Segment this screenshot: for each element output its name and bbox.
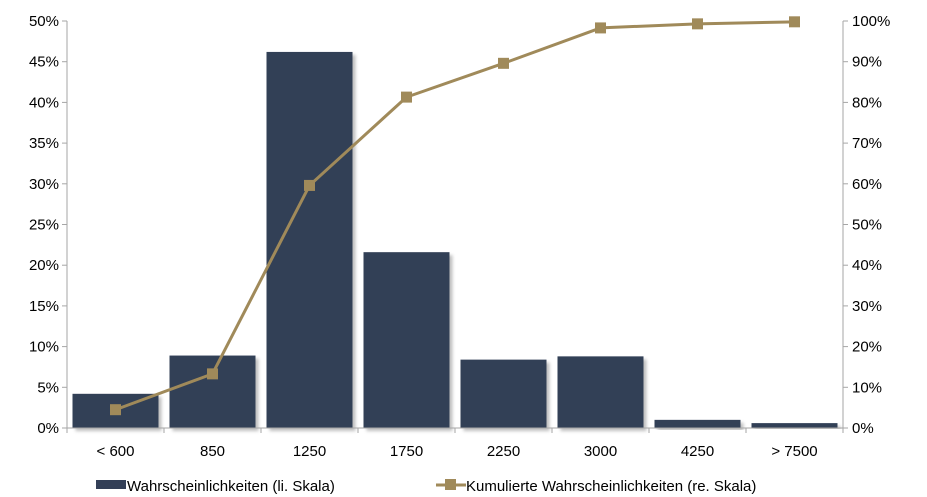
legend-line-label: Kumulierte Wahrscheinlichkeiten (re. Ska…	[466, 478, 756, 495]
line-marker	[207, 368, 218, 380]
right-tick-label: 100%	[852, 13, 890, 30]
right-tick-label: 0%	[852, 420, 874, 437]
line-marker	[498, 57, 509, 69]
bar-series	[72, 51, 838, 428]
line-marker	[304, 179, 315, 191]
right-tick-label: 70%	[852, 135, 882, 152]
legend: Wahrscheinlichkeiten (li. Skala) Kumulie…	[96, 478, 756, 495]
left-tick-label: 5%	[37, 379, 59, 396]
legend-line-marker	[445, 479, 456, 490]
right-tick-label: 30%	[852, 298, 882, 315]
line-marker	[595, 22, 606, 34]
x-axis-ticks: < 600 850 1250 1750 2250 3000 4250 > 7500	[66, 428, 844, 460]
x-tick-label: 1750	[390, 443, 423, 460]
left-tick-label: 50%	[29, 13, 59, 30]
left-tick-label: 25%	[29, 217, 59, 234]
line-marker	[789, 16, 800, 28]
left-tick-label: 20%	[29, 257, 59, 274]
line-marker	[401, 91, 412, 103]
line-marker	[110, 404, 121, 416]
right-axis-ticks: 0% 10% 20% 30% 40% 50% 60% 70% 80% 90% 100%	[843, 13, 890, 437]
bar	[169, 355, 256, 428]
left-tick-label: 0%	[37, 420, 59, 437]
x-tick-label: 850	[200, 443, 225, 460]
left-tick-label: 35%	[29, 135, 59, 152]
x-tick-label: 1250	[293, 443, 326, 460]
bar	[460, 359, 547, 428]
x-tick-label: 4250	[681, 443, 714, 460]
x-tick-label: < 600	[97, 443, 135, 460]
legend-bar-label: Wahrscheinlichkeiten (li. Skala)	[127, 478, 335, 495]
x-tick-label: 3000	[584, 443, 617, 460]
bar	[557, 356, 644, 428]
x-tick-label: > 7500	[771, 443, 817, 460]
right-tick-label: 10%	[852, 379, 882, 396]
right-tick-label: 90%	[852, 54, 882, 71]
left-tick-label: 15%	[29, 298, 59, 315]
right-tick-label: 40%	[852, 257, 882, 274]
cumulative-line	[114, 20, 795, 412]
legend-bar-swatch	[96, 480, 126, 489]
left-tick-label: 40%	[29, 94, 59, 111]
line-marker	[692, 18, 703, 30]
bar	[266, 51, 353, 428]
left-tick-label: 45%	[29, 54, 59, 71]
right-tick-label: 20%	[852, 339, 882, 356]
cumulative-line-series	[110, 16, 800, 416]
bar	[751, 423, 838, 428]
right-tick-label: 60%	[852, 176, 882, 193]
x-tick-label: 2250	[487, 443, 520, 460]
bar	[363, 252, 450, 428]
right-tick-label: 80%	[852, 94, 882, 111]
bar	[654, 419, 741, 428]
left-tick-label: 30%	[29, 176, 59, 193]
left-axis-ticks: 0% 5% 10% 15% 20% 25% 30% 35% 40% 45% 50%	[29, 13, 67, 437]
left-tick-label: 10%	[29, 339, 59, 356]
right-tick-label: 50%	[852, 217, 882, 234]
